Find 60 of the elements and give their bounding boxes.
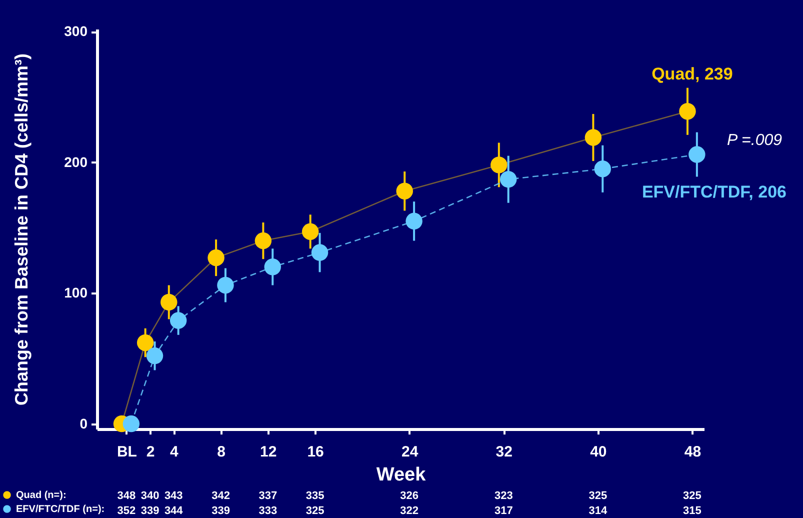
text: P =.009 [727,132,782,149]
text: 348 [117,490,136,502]
text: 344 [164,505,184,517]
point [594,160,612,178]
point [136,334,154,352]
text: 323 [494,490,513,502]
text: 339 [140,505,160,517]
text: 343 [164,490,183,502]
y-tick-label: 300 [64,23,88,40]
text: 325 [683,490,702,502]
x-tick-label: 32 [496,444,512,460]
y-tick-label: 100 [64,284,88,301]
text: 352 [117,505,136,517]
point [146,347,164,364]
x-tick-label: 40 [590,444,607,460]
point [406,212,422,230]
point [311,244,328,261]
text: 326 [400,490,419,502]
text: 317 [494,505,513,517]
x-tick-label: 24 [401,444,419,460]
annotation: Quad, 239 [652,64,733,84]
annotation: EFV/FTC/TDF, 206 [642,182,786,202]
point [679,103,696,120]
x-tick-label: 48 [684,444,702,460]
text: 337 [258,490,278,502]
legend-label: EFV/FTC/TDF (n=): [16,504,105,515]
x-tick-label: 12 [260,444,277,460]
text: 322 [400,505,419,517]
point [122,415,140,432]
point [500,170,517,188]
point [170,312,187,329]
x-axis-title: Week [376,464,426,486]
text: 335 [306,490,324,502]
y-axis-title: Change from Baseline in CD4 (cells/mm³) [12,53,32,406]
text: 325 [588,490,608,502]
text: 342 [212,490,230,502]
point [208,249,224,266]
x-tick-label: 4 [170,444,179,460]
point [490,156,508,174]
text: 339 [212,505,230,517]
x-tick-label: 16 [307,444,324,460]
point [396,182,413,200]
legend-label: Quad (n=): [16,490,66,501]
point [160,294,178,311]
text: 340 [140,490,160,502]
point [264,258,281,276]
point [688,146,706,163]
point [217,276,234,294]
text: 314 [588,505,608,517]
text: 325 [306,505,324,517]
x-tick-label: BL [116,444,137,460]
y-tick-label: 200 [64,154,88,170]
point [584,129,602,146]
text: 315 [683,505,702,517]
point [254,232,272,250]
y-tick-label: 0 [80,415,88,432]
x-tick-label: 2 [146,444,155,460]
x-tick-label: 8 [217,444,226,460]
point [302,223,319,240]
text: 333 [258,505,278,517]
